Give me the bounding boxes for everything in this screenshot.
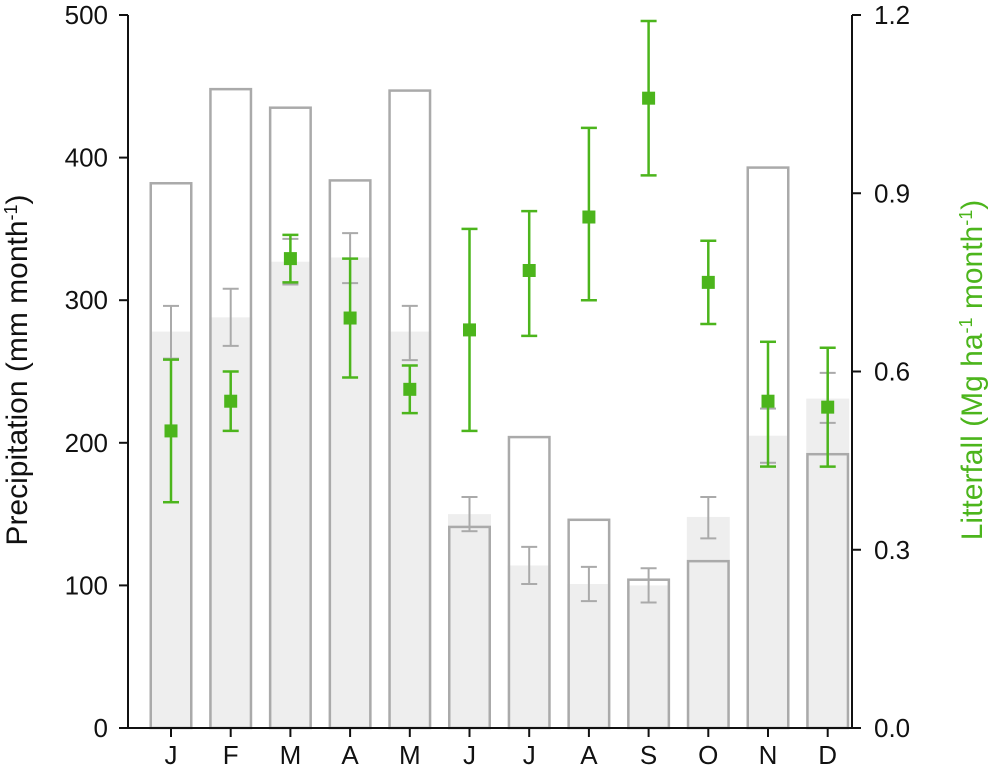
x-tick-label: J xyxy=(165,740,178,770)
y-axis-left-title-sup: -1 xyxy=(1,204,21,220)
x-tick-label: M xyxy=(399,740,421,770)
x-tick-label: J xyxy=(463,740,476,770)
x-tick-label: A xyxy=(580,740,598,770)
y-axis-right-title-pre: Litterfall (Mg ha xyxy=(956,333,989,540)
filled-bar xyxy=(268,261,312,728)
x-tick-label: F xyxy=(223,740,239,770)
error-bars-layer xyxy=(163,232,836,604)
y-axis-right-title-close: ) xyxy=(956,200,989,210)
bars-layer xyxy=(149,87,850,730)
litterfall-point xyxy=(343,311,357,325)
litterfall-point xyxy=(821,400,835,414)
y-left-tick-label: 200 xyxy=(65,428,108,458)
y-left-tick-label: 0 xyxy=(94,713,108,743)
y-axis-left-title-main: Precipitation (mm month xyxy=(1,220,34,545)
litterfall-point xyxy=(283,252,297,266)
y-axis-right-title: Litterfall (Mg ha-1 month-1) xyxy=(956,200,989,541)
x-tick-label: O xyxy=(698,740,718,770)
y-right-tick-label: 0.3 xyxy=(874,535,910,565)
filled-bar xyxy=(448,514,491,728)
litterfall-point xyxy=(642,91,656,105)
y-right-tick-label: 0.6 xyxy=(874,357,910,387)
filled-bar xyxy=(567,583,611,728)
filled-bar xyxy=(627,585,671,728)
litterfall-point xyxy=(701,275,715,289)
x-tick-label: A xyxy=(341,740,359,770)
y-left-tick-label: 400 xyxy=(65,143,108,173)
x-tick-label: J xyxy=(523,740,536,770)
y-axis-right-title-sup2: -1 xyxy=(956,210,976,226)
litterfall-point xyxy=(582,210,596,224)
y-left-tick-label: 100 xyxy=(65,570,108,600)
y-axis-left-title-close: ) xyxy=(1,194,34,204)
y-left-tick-label: 500 xyxy=(65,0,108,30)
y-axis-right-title-sup1: -1 xyxy=(956,317,976,333)
litterfall-point xyxy=(164,424,178,438)
litterfall-point xyxy=(224,394,238,408)
y-right-tick-label: 0.9 xyxy=(874,178,910,208)
litterfall-layer xyxy=(163,19,836,504)
litterfall-point xyxy=(403,382,417,396)
x-tick-label: N xyxy=(759,740,778,770)
axes-layer xyxy=(119,14,861,737)
x-tick-label: D xyxy=(818,740,837,770)
y-right-tick-label: 1.2 xyxy=(874,0,910,30)
y-axis-right-title-mid: month xyxy=(956,226,989,318)
labels-layer: 0 100 200 300 400 500 0.0 0.3 0.6 0.9 1.2 J F M A M J J A S… xyxy=(65,0,911,770)
filled-bar xyxy=(686,516,730,728)
y-left-tick-label: 300 xyxy=(65,285,108,315)
filled-bar xyxy=(746,435,790,728)
litterfall-point xyxy=(463,323,476,337)
litterfall-point xyxy=(761,394,775,408)
y-right-tick-label: 0.0 xyxy=(874,713,910,743)
x-tick-label: M xyxy=(280,740,302,770)
x-tick-label: S xyxy=(640,740,657,770)
filled-bar xyxy=(507,565,551,728)
y-axis-left-title: Precipitation (mm month-1) xyxy=(1,194,34,545)
litterfall-point xyxy=(522,263,536,277)
